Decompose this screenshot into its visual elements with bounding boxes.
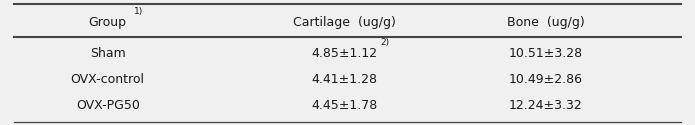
Text: 4.45±1.78: 4.45±1.78 — [311, 99, 377, 112]
Text: 2): 2) — [380, 38, 389, 47]
Text: OVX-PG50: OVX-PG50 — [76, 99, 140, 112]
Text: Cartilage  (ug/g): Cartilage (ug/g) — [293, 16, 395, 29]
Text: 10.49±2.86: 10.49±2.86 — [509, 73, 582, 86]
Text: Group: Group — [89, 16, 126, 29]
Text: 4.85±1.12: 4.85±1.12 — [311, 47, 377, 60]
Text: 10.51±3.28: 10.51±3.28 — [509, 47, 582, 60]
Text: OVX-control: OVX-control — [71, 73, 145, 86]
Text: 4.41±1.28: 4.41±1.28 — [311, 73, 377, 86]
Text: Bone  (ug/g): Bone (ug/g) — [507, 16, 584, 29]
Text: 12.24±3.32: 12.24±3.32 — [509, 99, 582, 112]
Text: Sham: Sham — [90, 47, 126, 60]
Text: 1): 1) — [134, 7, 143, 16]
